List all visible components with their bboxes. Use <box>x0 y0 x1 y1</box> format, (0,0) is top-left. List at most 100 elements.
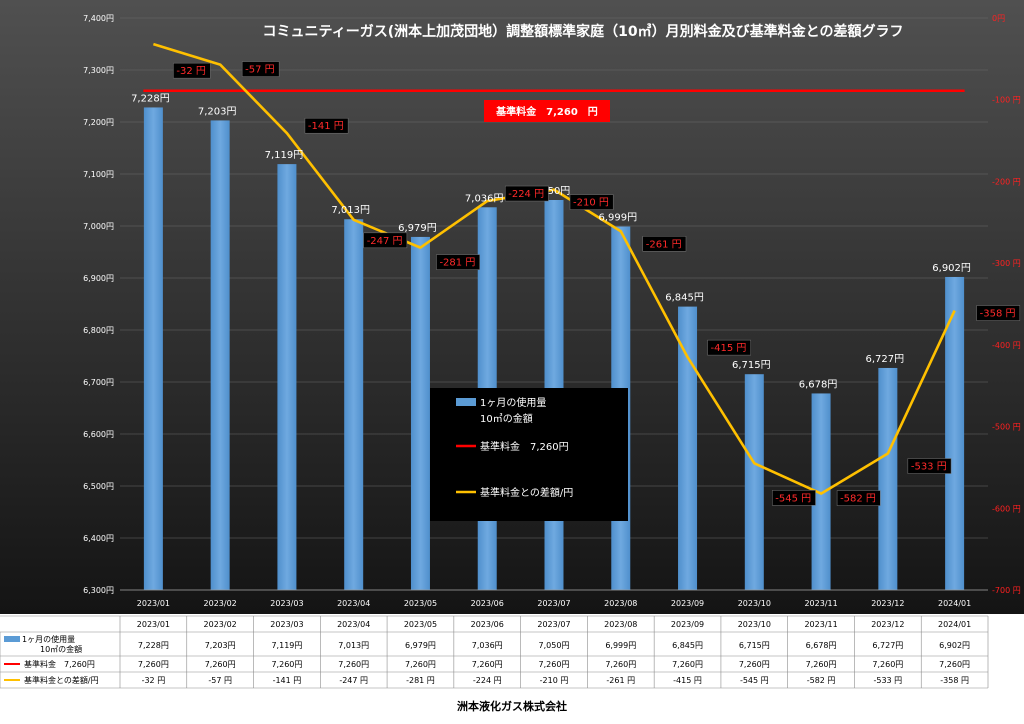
table-header-cell: 2023/07 <box>537 620 570 629</box>
table-cell: 7,260円 <box>472 660 503 669</box>
y-right-tick-label: -600 円 <box>992 504 1021 513</box>
table-cell: -32 円 <box>142 676 166 685</box>
legend-box <box>430 388 628 521</box>
table-header-cell: 2023/10 <box>738 620 771 629</box>
diff-label-box <box>363 232 408 249</box>
diff-label-box <box>504 185 549 202</box>
y-left-tick-label: 7,400円 <box>83 14 114 23</box>
bar <box>277 164 297 590</box>
diff-label-box <box>569 194 614 210</box>
y-right-tick-label: -100 円 <box>992 96 1021 105</box>
table-cell: -224 円 <box>473 676 502 685</box>
y-left-tick-label: 6,500円 <box>83 482 114 491</box>
table-row-label-line2: 10㎥の金額 <box>40 644 82 654</box>
diff-value-label: -261 円 <box>646 239 682 250</box>
diff-label-box <box>907 458 952 474</box>
axes: 6,300円 6,400円 6,500円 6,600円 6,700円 6,800円 6,90… <box>83 14 1021 608</box>
table-cell: -415 円 <box>673 676 702 685</box>
table-cell: -281 円 <box>406 676 435 685</box>
x-tick-label: 2023/02 <box>204 599 237 608</box>
table-row-label: 基準料金 7,260円 <box>24 659 95 669</box>
table-background <box>0 614 1024 690</box>
x-tick-label: 2023/06 <box>471 599 504 608</box>
bar <box>143 107 163 590</box>
bar-value-label: 6,727円 <box>866 354 905 365</box>
diff-label-box <box>304 117 349 134</box>
table-cell: 7,119円 <box>271 641 302 650</box>
reference-label-box <box>484 100 610 122</box>
diff-value-label: -358 円 <box>980 309 1016 320</box>
diff-label-box <box>436 254 480 270</box>
legend-bar-label: 1ヶ月の使用量 <box>480 396 546 409</box>
diff-value-label: -582 円 <box>840 494 876 505</box>
bar-value-label: 7,013円 <box>331 205 370 216</box>
x-tick-label: 2023/11 <box>804 599 837 608</box>
table-cell: 7,260円 <box>939 660 970 669</box>
table-cell: 7,260円 <box>338 660 369 669</box>
x-tick-label: 2023/03 <box>270 599 303 608</box>
table-header-cell: 2023/08 <box>604 620 637 629</box>
bar-value-label: 6,902円 <box>932 263 971 274</box>
table-header-cell: 2023/06 <box>471 620 504 629</box>
bar-value-label: 7,119円 <box>265 150 304 161</box>
y-left-tick-label: 6,300円 <box>83 586 114 595</box>
diff-line <box>153 42 956 495</box>
table-header-cell: 2024/01 <box>938 620 971 629</box>
table-cell: 6,979円 <box>405 641 436 650</box>
table-cell: 7,260円 <box>271 660 302 669</box>
bar-value-label: 6,979円 <box>398 223 437 234</box>
table-header-cell: 2023/01 <box>137 620 170 629</box>
table-cell: 7,036円 <box>472 641 503 650</box>
diff-value-label: -533 円 <box>911 462 947 473</box>
diff-value-label: -141 円 <box>308 121 344 132</box>
bar-value-label: 7,036円 <box>465 193 504 204</box>
table-cell: 7,260円 <box>672 660 703 669</box>
y-right-tick-label: -200 円 <box>992 177 1021 186</box>
y-right-tick-label: 0円 <box>992 14 1005 23</box>
bar-value-label: 6,678円 <box>799 379 838 390</box>
bar-value-label: 7,228円 <box>131 93 170 104</box>
table-cell: 7,203円 <box>205 641 236 650</box>
table-cell: 7,260円 <box>138 660 169 669</box>
bar-value-label: 7,050円 <box>532 186 571 197</box>
legend-bar-swatch <box>456 398 476 406</box>
bar-value-label: 6,715円 <box>732 360 771 371</box>
table-bar-swatch <box>4 636 20 642</box>
x-tick-label: 2023/07 <box>537 599 570 608</box>
y-left-tick-label: 7,300円 <box>83 66 114 75</box>
table-header-cell: 2023/04 <box>337 620 370 629</box>
legend-diff-label: 基準料金との差額/円 <box>480 486 573 499</box>
table-cell: -533 円 <box>873 676 902 685</box>
x-tick-label: 2023/01 <box>137 599 170 608</box>
diff-label-box <box>642 236 687 252</box>
table-cell: -141 円 <box>273 676 302 685</box>
table-cell: -247 円 <box>339 676 368 685</box>
diff-value-label: -247 円 <box>367 236 403 247</box>
data-labels: 7,228円 7,203円 7,119円 7,013円 6,979円 7,036円 7,05… <box>131 61 1021 506</box>
company-name: 洲本液化ガス株式会社 <box>457 699 567 713</box>
y-left-tick-label: 6,600円 <box>83 430 114 439</box>
x-tick-label: 2023/09 <box>671 599 704 608</box>
table-header-cell: 2023/05 <box>404 620 437 629</box>
table-cell: -261 円 <box>606 676 635 685</box>
table-cell: 7,260円 <box>806 660 837 669</box>
y-right-tick-label: -500 円 <box>992 423 1021 432</box>
legend-ref-label: 基準料金 7,260円 <box>480 440 569 453</box>
table-cell: 7,013円 <box>338 641 369 650</box>
y-left-tick-label: 7,100円 <box>83 170 114 179</box>
table-row-label: 1ヶ月の使用量 <box>22 634 75 644</box>
bar <box>744 374 764 590</box>
y-right-tick-label: -300 円 <box>992 259 1021 268</box>
bar <box>878 367 898 590</box>
table-cell: 7,050円 <box>539 641 570 650</box>
x-tick-label: 2023/05 <box>404 599 437 608</box>
y-left-tick-label: 7,000円 <box>83 222 114 231</box>
bar-value-label: 6,999円 <box>598 213 637 224</box>
table-cell: -582 円 <box>807 676 836 685</box>
diff-value-label: -224 円 <box>508 189 544 200</box>
table-header-cell: 2023/09 <box>671 620 704 629</box>
y-left-tick-label: 6,900円 <box>83 274 114 283</box>
